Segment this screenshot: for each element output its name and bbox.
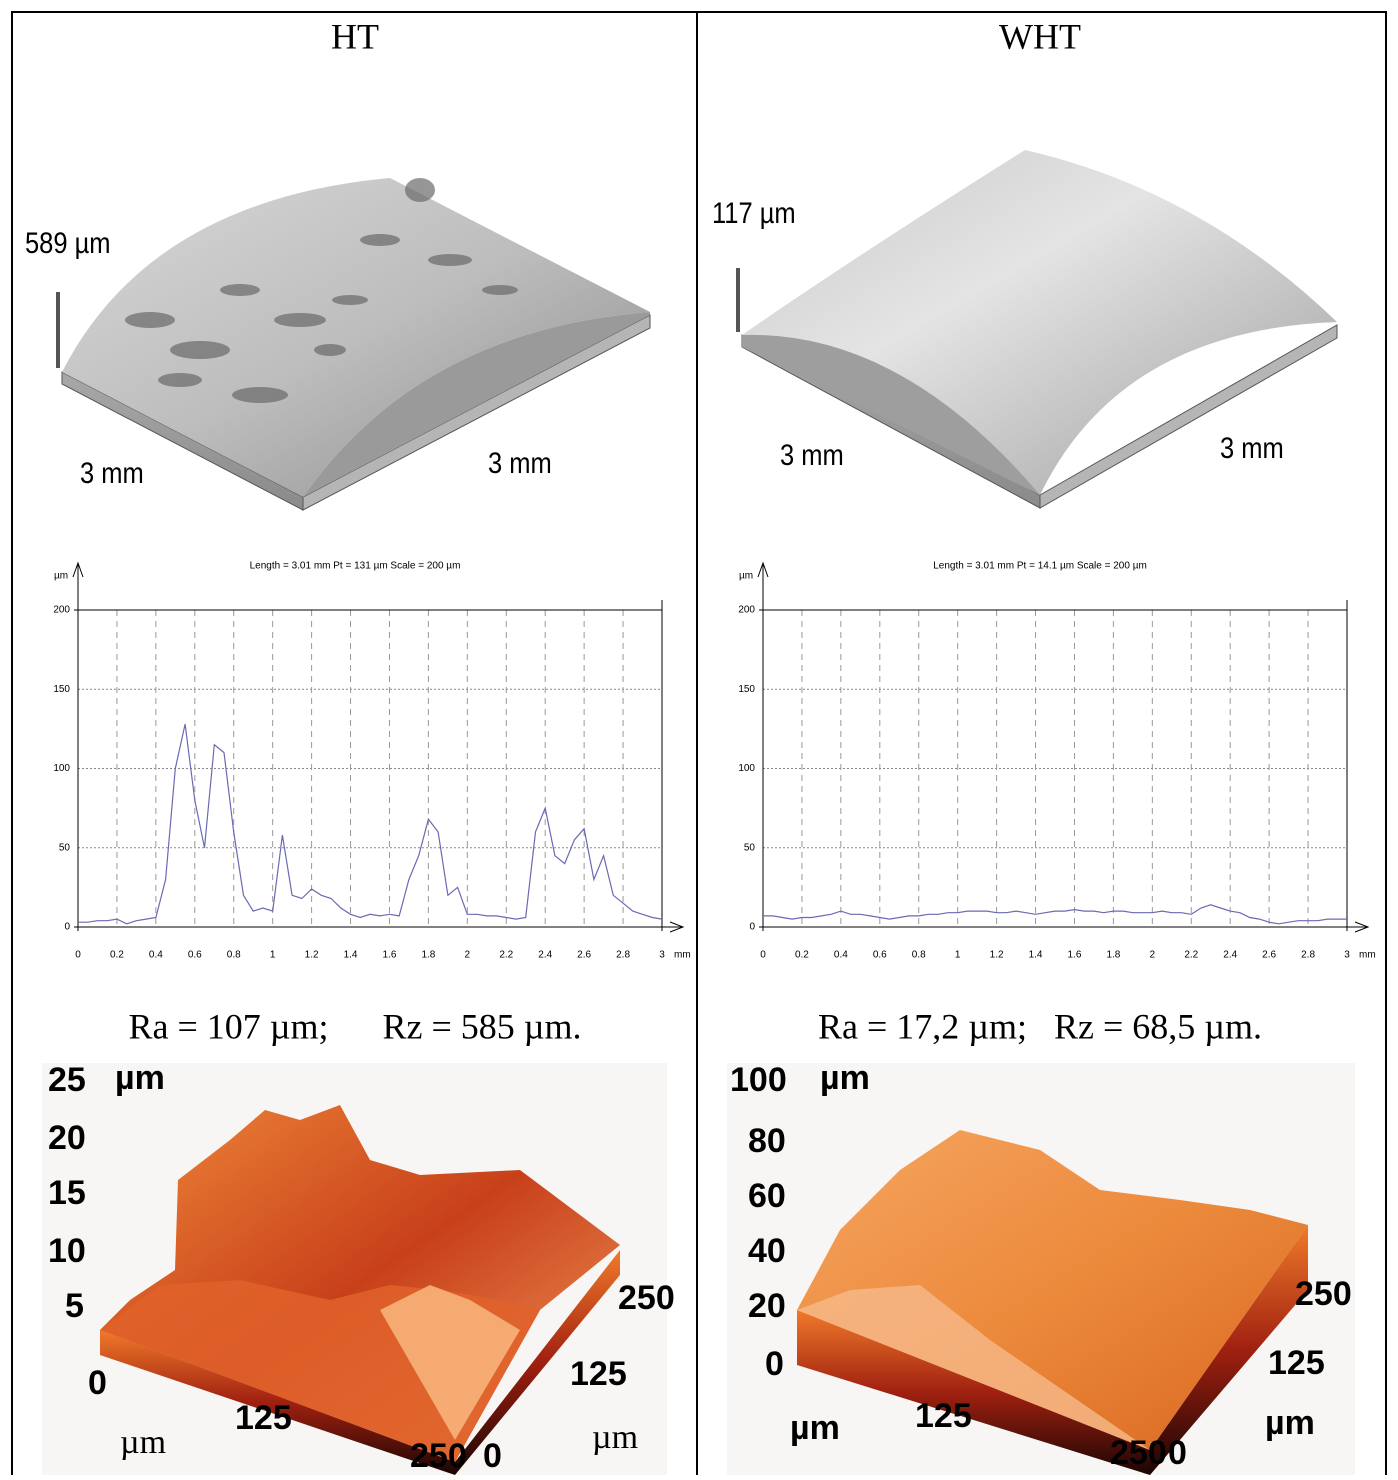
y-axis-arrow xyxy=(757,561,769,578)
x-tick-label: 0 xyxy=(75,950,81,961)
x-tick-label: 2.8 xyxy=(1301,950,1315,961)
x-tick-label: 2 xyxy=(465,950,471,961)
y-tick-label: 150 xyxy=(53,684,70,695)
column-header: HT xyxy=(331,16,379,56)
x-tick-label: 2 xyxy=(1150,950,1156,961)
x-axis-arrow xyxy=(1354,921,1370,933)
length-label: 3 mm xyxy=(780,438,844,471)
afm-z-tick: 10 xyxy=(48,1232,86,1270)
afm-z-unit: µm xyxy=(115,1059,165,1097)
afm-z-unit: µm xyxy=(820,1059,870,1097)
x-tick-label: 0.8 xyxy=(227,950,241,961)
y-tick-label: 100 xyxy=(738,763,755,774)
y-axis-label: µm xyxy=(739,571,753,582)
afm-y-tick: 250 xyxy=(618,1279,675,1317)
surface-3d xyxy=(56,178,651,511)
y-tick-label: 200 xyxy=(53,605,70,616)
length-label: 3 mm xyxy=(80,456,144,489)
x-tick-label: 0.4 xyxy=(834,950,848,961)
x-tick-label: 2.4 xyxy=(1223,950,1237,961)
profile-line xyxy=(78,723,663,925)
afm-z-tick: 25 xyxy=(48,1061,86,1099)
x-axis-label: mm xyxy=(1359,950,1376,961)
y-tick-label: 100 xyxy=(53,763,70,774)
x-tick-label: 2.6 xyxy=(1262,950,1276,961)
x-tick-label: 2.8 xyxy=(616,950,630,961)
afm-z-tick: 40 xyxy=(748,1232,786,1270)
chart-title: Length = 3.01 mm Pt = 131 µm Scale = 200… xyxy=(250,561,461,572)
y-tick-label: 0 xyxy=(64,922,70,933)
y-tick-label: 150 xyxy=(738,684,755,695)
x-tick-label: 1.4 xyxy=(344,950,358,961)
y-tick-label: 0 xyxy=(749,922,755,933)
afm-z-tick: 100 xyxy=(730,1061,787,1099)
x-tick-label: 1.8 xyxy=(1106,950,1120,961)
x-tick-label: 1.6 xyxy=(383,950,397,961)
afm-x-tick: 125 xyxy=(915,1397,972,1435)
y-axis-arrow xyxy=(72,561,84,578)
y-tick-label: 50 xyxy=(744,842,756,853)
column-header: WHT xyxy=(999,16,1081,56)
afm-y-tick: 0 xyxy=(483,1437,502,1475)
afm-y-tick: 0 xyxy=(1168,1434,1187,1472)
x-axis-arrow xyxy=(669,921,685,933)
afm-x-tick: 250 xyxy=(1110,1434,1167,1472)
height-label: 589 µm xyxy=(25,226,111,259)
x-tick-label: 0.2 xyxy=(110,950,124,961)
y-tick-label: 200 xyxy=(738,605,755,616)
x-tick-label: 3 xyxy=(1344,950,1350,961)
y-axis-label: µm xyxy=(54,571,68,582)
x-axis-label: mm xyxy=(674,950,691,961)
table-frame xyxy=(11,11,1387,1480)
roughness-text: Ra = 107 µm; Rz = 585 µm. xyxy=(128,1006,581,1046)
x-tick-label: 0.6 xyxy=(873,950,887,961)
y-tick-label: 50 xyxy=(59,842,71,853)
afm-y-tick: 250 xyxy=(1295,1275,1352,1313)
afm-z-tick: 15 xyxy=(48,1174,86,1212)
x-tick-label: 0.2 xyxy=(795,950,809,961)
x-tick-label: 1 xyxy=(955,950,961,961)
afm-y-tick: 125 xyxy=(1268,1344,1325,1382)
afm-z-tick: 0 xyxy=(88,1364,107,1402)
afm-y-unit: µm xyxy=(592,1419,638,1456)
surface-3d xyxy=(736,150,1338,509)
x-tick-label: 2.2 xyxy=(499,950,513,961)
x-tick-label: 0.4 xyxy=(149,950,163,961)
x-tick-label: 1.2 xyxy=(305,950,319,961)
profile-line xyxy=(763,904,1347,925)
x-tick-label: 1.4 xyxy=(1029,950,1043,961)
afm-z-tick: 5 xyxy=(65,1287,84,1325)
afm-z-tick: 60 xyxy=(748,1177,786,1215)
x-tick-label: 1.2 xyxy=(990,950,1004,961)
length-label: 3 mm xyxy=(488,446,552,479)
afm-x-tick: 250 xyxy=(410,1437,467,1475)
x-tick-label: 2.6 xyxy=(577,950,591,961)
afm-z-tick: 0 xyxy=(765,1345,784,1383)
afm-3d xyxy=(797,1130,1308,1475)
x-tick-label: 1.8 xyxy=(421,950,435,961)
x-tick-label: 1 xyxy=(270,950,276,961)
x-tick-label: 0.6 xyxy=(188,950,202,961)
x-tick-label: 0 xyxy=(760,950,766,961)
length-label: 3 mm xyxy=(1220,431,1284,464)
chart-title: Length = 3.01 mm Pt = 14.1 µm Scale = 20… xyxy=(933,561,1147,572)
afm-x-tick: 125 xyxy=(235,1399,292,1437)
x-tick-label: 3 xyxy=(659,950,665,961)
afm-z-tick: 80 xyxy=(748,1122,786,1160)
roughness-text: Ra = 17,2 µm; Rz = 68,5 µm. xyxy=(818,1006,1262,1046)
x-tick-label: 1.6 xyxy=(1068,950,1082,961)
x-tick-label: 0.8 xyxy=(912,950,926,961)
afm-y-unit: µm xyxy=(1265,1404,1315,1442)
afm-3d xyxy=(100,1105,620,1475)
afm-y-tick: 125 xyxy=(570,1355,627,1393)
afm-x-unit: µm xyxy=(120,1424,166,1461)
afm-z-tick: 20 xyxy=(748,1287,786,1325)
height-label: 117 µm xyxy=(712,196,796,229)
afm-z-tick: 20 xyxy=(48,1119,86,1157)
x-tick-label: 2.4 xyxy=(538,950,552,961)
afm-x-unit: µm xyxy=(790,1409,840,1447)
x-tick-label: 2.2 xyxy=(1184,950,1198,961)
